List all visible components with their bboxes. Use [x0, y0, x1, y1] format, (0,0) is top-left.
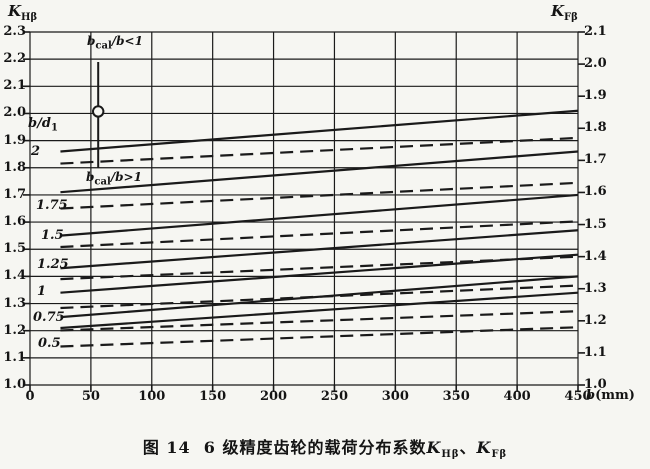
x-axis-tick-label: 450 [564, 389, 592, 404]
curve-label-bd-0.75: 0.75 [33, 310, 65, 325]
left-axis-tick-label: 1.1 [3, 349, 26, 365]
right-axis-tick-label: 1.6 [584, 184, 607, 200]
annotation-upper-sub: cal [95, 40, 112, 52]
left-axis-tick-label: 1.2 [3, 322, 26, 338]
x-axis-tick-label: 0 [25, 389, 35, 404]
bcal-marker-circle [91, 105, 105, 118]
right-axis-tick-label: 1.0 [584, 377, 607, 392]
curve-k-h-b-d1-1.25 [60, 229, 579, 270]
left-axis-tick-label: 1.7 [3, 186, 26, 202]
caption-k1-sub: Hβ [441, 449, 460, 461]
left-axis-tick-label: 1.6 [3, 214, 26, 230]
annotation-lower-rest: /b>1 [110, 170, 142, 184]
x-axis-tick-label: 200 [259, 389, 288, 404]
caption-k2: K [476, 438, 492, 457]
curve-k-f-b-d1-2 [60, 136, 579, 165]
annotation-lower-sub: cal [94, 176, 111, 188]
x-axis-tick-label: 150 [199, 389, 227, 404]
curve-k-f-b-d1-0.5 [60, 326, 579, 348]
curve-k-f-b-d1-1.5 [60, 220, 579, 249]
right-axis-tick-label: 1.3 [584, 280, 607, 296]
left-axis-tick-label: 1.8 [3, 159, 26, 175]
right-axis-tick-label: 1.2 [584, 312, 607, 328]
left-axis-tick-label: 2.3 [3, 24, 26, 39]
annotation-upper-base: b [87, 34, 96, 48]
curve-k-h-b-d1-1.75 [60, 150, 579, 194]
right-axis-tick-label: 2.0 [584, 56, 607, 72]
ratio-column-header: b/d1 [28, 116, 58, 134]
x-axis-tick-label: 400 [503, 389, 531, 404]
left-axis-tick-label: 2.2 [3, 51, 26, 67]
annotation-bcal-lt-1: bcal/b<1 [87, 34, 143, 51]
left-axis-tick-label: 1.3 [3, 295, 26, 311]
right-axis-tick-label: 1.7 [584, 152, 607, 168]
annotation-upper-rest: /b<1 [111, 34, 143, 48]
left-axis-tick-label: 2.0 [3, 105, 26, 121]
right-axis-tick-label: 1.5 [584, 216, 607, 232]
x-axis-tick-label: 100 [138, 389, 166, 404]
annotation-lower-base: b [86, 170, 95, 184]
right-axis-tick-label: 1.4 [584, 248, 607, 264]
curve-k-f-b-d1-0.75 [60, 310, 579, 332]
left-axis-tick-label: 1.0 [3, 377, 26, 392]
left-axis-title-base: K [8, 2, 22, 20]
curve-label-bd-2: 2 [31, 144, 41, 159]
curve-k-h-b-d1-0.5 [60, 291, 579, 330]
curve-k-h-b-d1-2 [60, 109, 579, 153]
left-axis-title: KHβ [8, 2, 37, 23]
curve-label-bd-1.75: 1.75 [36, 198, 68, 213]
curve-label-bd-1: 1 [37, 284, 47, 299]
left-axis-tick-label: 1.4 [3, 268, 26, 284]
figure-caption: 图 14 6 级精度齿轮的载荷分布系数KHβ、KFβ [143, 434, 507, 460]
ratio-header-base: b/d [28, 116, 51, 131]
curve-label-bd-0.5: 0.5 [38, 336, 61, 351]
right-axis-title-sub: Fβ [564, 12, 578, 23]
right-axis-title: KFβ [551, 2, 578, 23]
ratio-header-sub: 1 [50, 122, 58, 134]
left-axis-title-sub: Hβ [21, 12, 38, 23]
annotation-bcal-gt-1: bcal/b>1 [86, 170, 142, 187]
left-axis-tick-label: 1.9 [3, 132, 26, 148]
right-axis-tick-label: 1.8 [584, 120, 607, 136]
curve-k-f-b-d1-1.75 [60, 181, 579, 210]
caption-separator: 、 [459, 438, 477, 457]
curve-label-bd-1.25: 1.25 [37, 257, 69, 272]
curve-k-f-b-d1-1.25 [60, 255, 579, 281]
left-axis-tick-label: 1.5 [3, 241, 26, 257]
x-axis-tick-label: 50 [81, 389, 100, 404]
x-axis-tick-label: 350 [442, 389, 470, 404]
caption-k2-sub: Fβ [491, 449, 508, 461]
left-axis-tick-label: 2.1 [3, 78, 26, 94]
x-unit-rest: (mm) [595, 388, 635, 403]
curve-label-bd-1.5: 1.5 [41, 228, 64, 243]
x-axis-tick-label: 300 [381, 389, 409, 404]
right-axis-tick-label: 2.1 [584, 24, 607, 39]
x-unit-var: b [586, 388, 596, 403]
curve-k-h-b-d1-0.75 [60, 275, 579, 319]
right-axis-tick-label: 1.1 [584, 344, 607, 360]
curve-k-h-b-d1-1.5 [60, 193, 579, 237]
caption-k1: K [426, 438, 442, 457]
caption-figure-number: 图 14 [142, 438, 191, 457]
x-axis-unit-label: b(mm) [586, 388, 635, 403]
x-axis-tick-label: 250 [320, 389, 348, 404]
right-axis-title-base: K [551, 2, 565, 20]
curve-k-f-b-d1-1 [60, 284, 579, 310]
right-axis-tick-label: 1.9 [584, 88, 607, 104]
caption-text: 6 级精度齿轮的载荷分布系数 [203, 438, 427, 457]
